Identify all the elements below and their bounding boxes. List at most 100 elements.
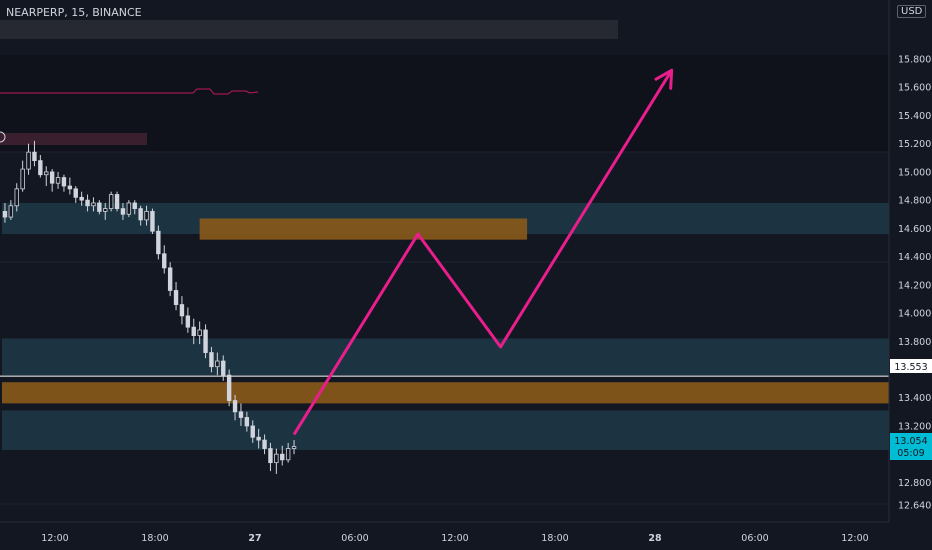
candle-body bbox=[14, 188, 19, 207]
candle-body bbox=[114, 194, 120, 210]
candle-body bbox=[85, 199, 90, 207]
candle bbox=[67, 177, 73, 195]
candle-body bbox=[55, 177, 61, 184]
price-tick-label: 14.400 bbox=[898, 252, 931, 263]
candle bbox=[114, 191, 120, 212]
time-tick-label: 12:00 bbox=[841, 533, 868, 544]
candle bbox=[97, 200, 102, 215]
candle bbox=[167, 262, 173, 297]
candle bbox=[274, 448, 279, 474]
zone-teal bbox=[2, 338, 889, 376]
candle bbox=[8, 200, 14, 220]
arrow-head bbox=[654, 68, 674, 90]
candle-body bbox=[32, 151, 37, 162]
candle bbox=[256, 428, 261, 449]
candle-body bbox=[167, 267, 173, 291]
candle-body bbox=[280, 453, 285, 461]
candle-body bbox=[108, 194, 114, 210]
candle-body bbox=[291, 446, 297, 449]
currency-button[interactable]: USD bbox=[897, 5, 927, 18]
candle bbox=[226, 369, 232, 407]
candle-body bbox=[209, 352, 214, 368]
indicator-label-box bbox=[0, 133, 147, 145]
price-tick-label: 14.800 bbox=[898, 196, 931, 207]
candle bbox=[244, 411, 250, 432]
candle-body bbox=[49, 171, 55, 184]
candle-body bbox=[91, 202, 96, 207]
price-tick-label: 13.800 bbox=[898, 337, 931, 348]
candle bbox=[150, 208, 155, 235]
candle bbox=[179, 296, 185, 325]
indicator-pane bbox=[0, 55, 889, 152]
candle-body bbox=[191, 326, 196, 337]
candle-body bbox=[185, 315, 191, 328]
candle-body bbox=[215, 360, 220, 368]
candle bbox=[285, 442, 291, 463]
line-price-label: 13.553 bbox=[894, 362, 927, 373]
time-tick-label: 12:00 bbox=[41, 533, 68, 544]
candle-body bbox=[103, 208, 108, 212]
candle-body bbox=[38, 160, 43, 176]
candle-body bbox=[262, 439, 267, 449]
candle bbox=[38, 154, 43, 178]
candle bbox=[132, 200, 137, 215]
time-axis: 12:00 18:00 27 06:00 12:00 18:00 28 06:00 12:00 bbox=[41, 533, 868, 544]
candle-body bbox=[274, 453, 279, 464]
zones bbox=[0, 202, 889, 450]
candle bbox=[250, 420, 255, 443]
candle bbox=[2, 202, 8, 223]
candle-body bbox=[132, 202, 137, 210]
projection-arrow bbox=[292, 68, 674, 436]
candle bbox=[73, 186, 78, 203]
candle bbox=[138, 205, 143, 226]
time-tick-label: 06:00 bbox=[741, 533, 768, 544]
price-tick-label: 15.800 bbox=[898, 55, 931, 66]
series-marker-icon bbox=[0, 131, 6, 143]
countdown-label: 05:09 bbox=[897, 448, 924, 459]
candle-body bbox=[256, 436, 261, 441]
candle bbox=[173, 282, 179, 311]
candle bbox=[14, 183, 19, 212]
indicator-band bbox=[0, 20, 618, 39]
price-tick-label: 15.000 bbox=[898, 167, 931, 178]
candle bbox=[232, 394, 238, 421]
candle-body bbox=[20, 168, 25, 190]
candle-body bbox=[8, 205, 14, 218]
candle bbox=[144, 205, 149, 226]
candle-body bbox=[173, 290, 179, 305]
time-tick-label: 06:00 bbox=[341, 533, 368, 544]
candle bbox=[103, 202, 108, 220]
candle-body bbox=[226, 374, 232, 401]
candle-body bbox=[2, 211, 8, 218]
candle-body bbox=[285, 448, 291, 461]
candle bbox=[120, 202, 126, 220]
line-price-badge bbox=[890, 359, 932, 373]
price-axis: 15.800 15.600 15.400 15.200 15.000 14.800 14.6… bbox=[898, 55, 931, 512]
candle bbox=[280, 445, 285, 466]
candle-body bbox=[238, 411, 244, 418]
candle-body bbox=[138, 208, 143, 221]
candle bbox=[209, 346, 214, 373]
time-axis-bg bbox=[0, 522, 932, 550]
candle bbox=[20, 160, 25, 192]
zone-teal bbox=[2, 410, 889, 450]
candle bbox=[91, 197, 96, 212]
candle-body bbox=[67, 185, 73, 190]
time-tick-label: 18:00 bbox=[141, 533, 168, 544]
candle bbox=[61, 174, 67, 192]
candle bbox=[108, 191, 114, 212]
candle bbox=[262, 434, 267, 455]
zone-orange bbox=[199, 218, 528, 240]
price-tick-label: 15.600 bbox=[898, 83, 931, 94]
candle bbox=[291, 440, 297, 455]
candle-body bbox=[250, 425, 255, 438]
price-tick-label: 15.200 bbox=[898, 139, 931, 150]
price-tick-label: 13.400 bbox=[898, 393, 931, 404]
price-tick-label: 14.000 bbox=[898, 309, 931, 320]
zone-orange bbox=[2, 382, 889, 404]
time-tick-label: 18:00 bbox=[541, 533, 568, 544]
candle bbox=[221, 355, 226, 381]
candle bbox=[79, 191, 84, 206]
candle-body bbox=[156, 230, 161, 255]
